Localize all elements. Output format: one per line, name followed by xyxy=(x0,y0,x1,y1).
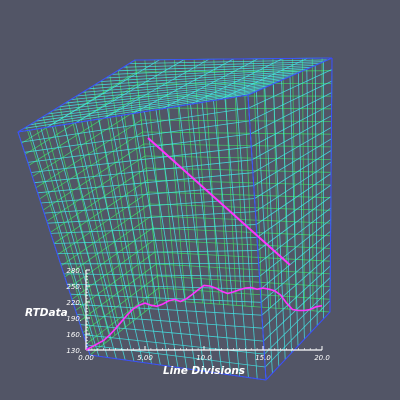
grid-back-face xyxy=(151,215,331,224)
grid-right-face xyxy=(249,80,332,122)
grid-right-face xyxy=(253,138,332,187)
grid-edge xyxy=(134,57,333,61)
series-line xyxy=(85,284,323,351)
grid-right-face xyxy=(248,69,333,109)
grid-front-face xyxy=(63,273,260,277)
grid-right-face xyxy=(255,161,332,212)
grid-right-face xyxy=(252,126,332,174)
grid-back-face xyxy=(154,251,331,262)
grid-top-face xyxy=(190,58,283,105)
grid-edge xyxy=(329,57,333,313)
grid-edge xyxy=(17,94,249,133)
grid-front-face xyxy=(40,185,254,204)
grid-edge xyxy=(247,94,267,381)
x-tick-label: 20.0 xyxy=(314,354,330,362)
grid-left-back-face xyxy=(46,155,146,222)
grid-top-face xyxy=(132,58,234,114)
grid-front-face xyxy=(50,224,257,234)
x-tick-label: 10.0 xyxy=(196,354,212,362)
grid-edge xyxy=(247,57,333,96)
x-tick-label: 15.0 xyxy=(255,354,271,362)
grid-right-face xyxy=(255,173,332,225)
y-tick-label: 190. xyxy=(66,315,82,323)
grid-right-face xyxy=(261,254,331,316)
grid-right-face xyxy=(251,115,332,161)
grid-left-back-face xyxy=(50,167,147,233)
grid-front-face xyxy=(70,293,262,303)
grid-back-face xyxy=(157,275,331,287)
grid-back-face xyxy=(156,263,331,275)
grid-right-face xyxy=(260,230,331,290)
grid-left-back-face xyxy=(75,251,156,311)
grid-right-face xyxy=(264,300,331,368)
grid-left-back-face xyxy=(68,227,153,289)
grid-right-face xyxy=(259,219,331,277)
grid-edge xyxy=(17,59,136,133)
grid-front-face xyxy=(47,211,256,224)
grid-edge xyxy=(265,311,331,381)
grid-front-face xyxy=(53,237,258,244)
grid-right-face xyxy=(251,103,332,148)
grid-back-face xyxy=(158,287,331,300)
grid-front-face xyxy=(76,314,263,329)
grid-right-face xyxy=(257,196,332,251)
x-axis-label: Line Divisions xyxy=(163,365,245,377)
y-tick-label: 250. xyxy=(66,283,82,291)
grid-left-back-face xyxy=(89,299,161,356)
grid-right-face xyxy=(258,207,332,264)
grid-front-face xyxy=(27,133,251,163)
grid-top-face xyxy=(46,59,160,128)
grid-top-face xyxy=(104,58,210,119)
grid-front-face xyxy=(31,146,252,173)
grid-edge xyxy=(17,131,91,356)
grid-top-face xyxy=(161,58,259,110)
grid-left-back-face xyxy=(78,263,157,322)
grid-top-face xyxy=(75,59,185,124)
grid-left-back-face xyxy=(35,119,142,189)
grid-left-back-face xyxy=(28,95,140,166)
grid-left-back-face xyxy=(57,191,150,256)
x-tick-label: 0.00 xyxy=(78,354,94,362)
grid-back-face xyxy=(149,203,331,211)
grid-front-face xyxy=(86,344,266,368)
grid-front-face xyxy=(73,303,262,316)
grid-right-face xyxy=(262,265,331,329)
y-tick-label: 220. xyxy=(66,299,82,307)
grid-back-face xyxy=(153,239,331,249)
y-tick-label: 280. xyxy=(66,267,82,275)
y-tick-label: 160. xyxy=(66,331,82,339)
grid-front-face xyxy=(83,334,265,355)
y-axis-label: RTData xyxy=(25,307,68,319)
grid-right-face xyxy=(254,150,332,199)
grid-front-face xyxy=(67,283,261,290)
grid-front-face xyxy=(57,250,258,254)
grid-right-face xyxy=(256,184,332,238)
grid-left-back-face xyxy=(42,143,145,211)
grid-front-face xyxy=(34,159,253,184)
grid-front-face xyxy=(24,120,250,153)
grid-right-face xyxy=(260,242,331,303)
grid-front-face xyxy=(80,324,264,342)
grid-left-back-face xyxy=(64,215,152,278)
grid-top-face xyxy=(219,57,308,100)
x-tick-label: 5.00 xyxy=(137,354,153,362)
grid-right-face xyxy=(250,92,332,135)
grid-front-face xyxy=(21,107,249,143)
y-tick-label: 130. xyxy=(66,347,82,355)
probe-line[interactable] xyxy=(147,137,291,266)
grid-front-face xyxy=(37,172,253,194)
grid-back-face xyxy=(152,227,331,237)
grid-right-face xyxy=(264,288,331,355)
grid-left-back-face xyxy=(60,203,151,267)
grid-edge xyxy=(89,354,267,381)
grid-right-face xyxy=(263,277,331,342)
